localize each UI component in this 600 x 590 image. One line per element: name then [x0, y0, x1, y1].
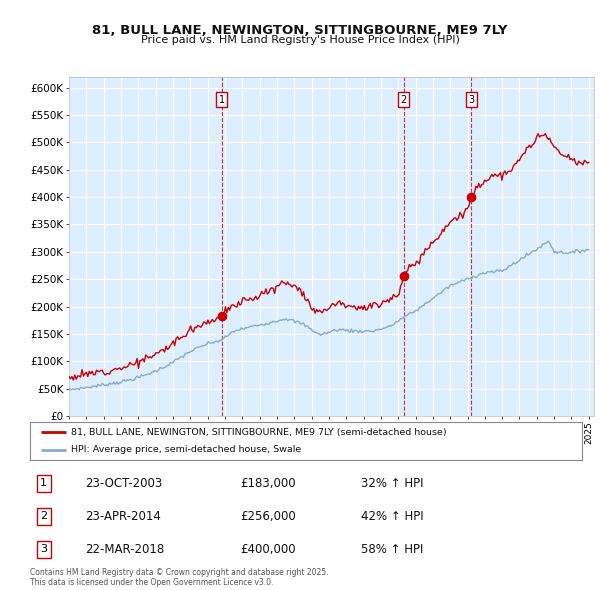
Text: 32% ↑ HPI: 32% ↑ HPI: [361, 477, 424, 490]
Text: £256,000: £256,000: [240, 510, 296, 523]
Text: £183,000: £183,000: [240, 477, 295, 490]
Text: 2: 2: [400, 94, 407, 104]
Text: 58% ↑ HPI: 58% ↑ HPI: [361, 543, 424, 556]
Text: 22-MAR-2018: 22-MAR-2018: [85, 543, 164, 556]
Text: £400,000: £400,000: [240, 543, 295, 556]
Text: 23-OCT-2003: 23-OCT-2003: [85, 477, 163, 490]
Text: 81, BULL LANE, NEWINGTON, SITTINGBOURNE, ME9 7LY: 81, BULL LANE, NEWINGTON, SITTINGBOURNE,…: [92, 24, 508, 37]
Text: 3: 3: [468, 94, 475, 104]
Text: Price paid vs. HM Land Registry's House Price Index (HPI): Price paid vs. HM Land Registry's House …: [140, 35, 460, 45]
Text: 1: 1: [218, 94, 225, 104]
Text: 81, BULL LANE, NEWINGTON, SITTINGBOURNE, ME9 7LY (semi-detached house): 81, BULL LANE, NEWINGTON, SITTINGBOURNE,…: [71, 428, 447, 437]
Text: 23-APR-2014: 23-APR-2014: [85, 510, 161, 523]
Text: 3: 3: [40, 545, 47, 555]
Text: HPI: Average price, semi-detached house, Swale: HPI: Average price, semi-detached house,…: [71, 445, 302, 454]
Text: 1: 1: [40, 478, 47, 488]
Text: 2: 2: [40, 512, 47, 522]
Text: Contains HM Land Registry data © Crown copyright and database right 2025.
This d: Contains HM Land Registry data © Crown c…: [30, 568, 329, 587]
Text: 42% ↑ HPI: 42% ↑ HPI: [361, 510, 424, 523]
